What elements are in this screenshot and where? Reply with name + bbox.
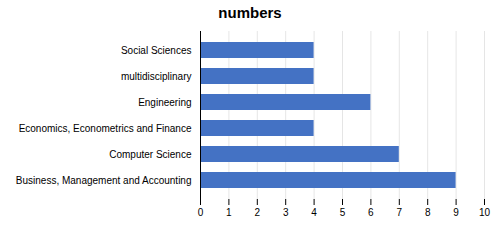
svg-text:9: 9 (453, 207, 459, 218)
svg-text:Social Sciences: Social Sciences (121, 45, 192, 56)
svg-text:Engineering: Engineering (138, 97, 191, 108)
svg-text:0: 0 (198, 207, 204, 218)
svg-text:Computer Science: Computer Science (109, 149, 192, 160)
svg-text:Business, Management and Accou: Business, Management and Accounting (16, 175, 192, 186)
svg-text:6: 6 (368, 207, 374, 218)
html-text:numbers: numbers (218, 4, 282, 21)
svg-text:1: 1 (226, 207, 232, 218)
svg-text:7: 7 (397, 207, 403, 218)
svg-text:10: 10 (479, 207, 491, 218)
svg-text:Economics, Econometrics and Fi: Economics, Econometrics and Finance (19, 123, 192, 134)
svg-text:5: 5 (340, 207, 346, 218)
svg-text:8: 8 (425, 207, 431, 218)
svg-text:3: 3 (283, 207, 289, 218)
svg-text:4: 4 (311, 207, 317, 218)
svg-text:2: 2 (255, 207, 261, 218)
svg-text:multidisciplinary: multidisciplinary (121, 71, 192, 82)
